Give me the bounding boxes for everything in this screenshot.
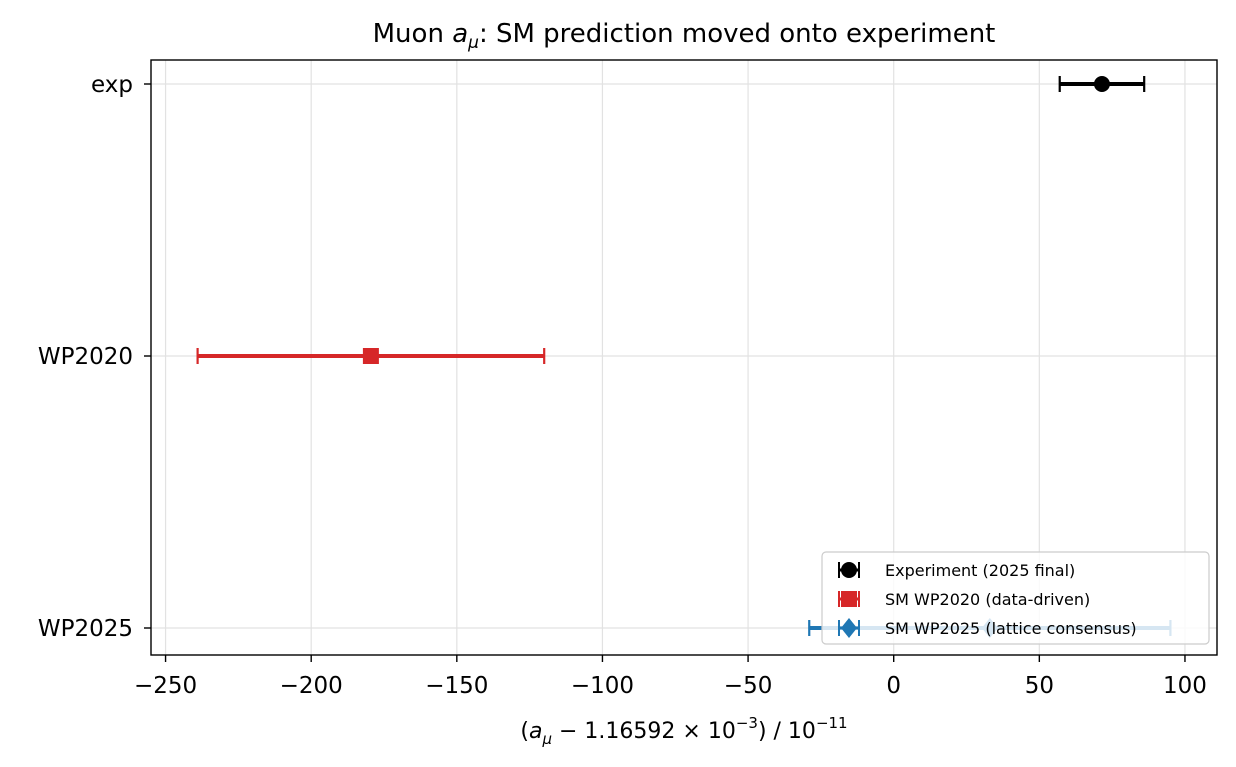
legend-label: SM WP2025 (lattice consensus) [885,619,1137,638]
legend-entry: Experiment (2025 final) [838,561,1075,580]
series-exp [1058,76,1146,92]
legend: Experiment (2025 final) SM WP2020 (data-d… [821,551,1210,645]
legend-marker [841,591,857,607]
legend-label: Experiment (2025 final) [885,561,1075,580]
chart-title: Muon aμ: SM prediction moved onto experi… [373,19,996,53]
y-tick-label: exp [91,72,133,98]
legend-entry: SM WP2025 (lattice consensus) [838,618,1137,638]
legend-label: SM WP2020 (data-driven) [885,590,1090,609]
x-tick-label: 100 [1163,673,1207,699]
x-tick-label: −250 [134,673,197,699]
x-tick-label: 0 [886,673,901,699]
x-tick-label: −200 [280,673,343,699]
x-tick-label: 50 [1025,673,1054,699]
data-marker [1093,76,1110,92]
legend-marker [841,618,857,638]
legend-box [821,551,1210,645]
series-WP2020 [196,348,546,364]
x-tick-label: −50 [724,673,773,699]
data-marker [362,348,379,364]
x-axis-label: (aμ − 1.16592 × 10−3) / 10−11 [520,714,847,748]
y-tick-label: WP2020 [38,344,133,370]
grid [151,60,1217,655]
x-tick-label: −100 [571,673,634,699]
legend-marker [841,562,857,578]
y-tick-label: WP2025 [38,616,133,642]
x-tick-label: −150 [425,673,488,699]
legend-entry: SM WP2020 (data-driven) [838,590,1090,609]
plot-frame [150,59,1218,656]
axes: −250 −200 −150 −100 −50 0 50 100 exp WP2020 WP2025 [38,59,1218,699]
